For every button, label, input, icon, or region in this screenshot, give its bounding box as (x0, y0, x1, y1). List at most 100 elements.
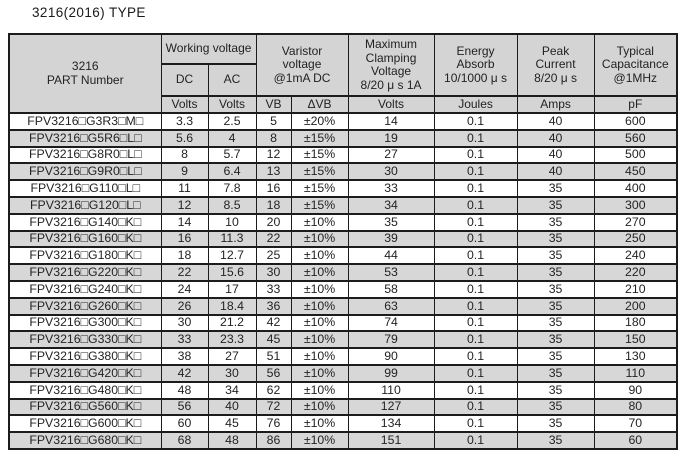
cell-part: FPV3216□G300□K□ (8, 313, 162, 333)
cell-dc: 8 (160, 145, 209, 165)
cell-part: FPV3216□G220□K□ (8, 263, 162, 282)
cell-vb: 25 (255, 246, 292, 266)
cell-part: FPV3216□G420□K□ (8, 363, 162, 383)
header-varistor-voltage: Varistor voltage @1mA DC (255, 33, 349, 97)
cell-peak: 40 (516, 162, 595, 182)
cell-dvb: ±10% (290, 246, 349, 266)
cell-ac: 48 (207, 431, 257, 450)
header-row-units: Volts Volts VB ΔVB Volts Joules Amps pF (9, 95, 678, 114)
cell-cap: 60 (593, 431, 678, 450)
cell-cap: 110 (593, 363, 678, 383)
header-row-subcolumns: DC AC (9, 63, 677, 97)
cell-dvb: ±10% (290, 414, 349, 434)
cell-part: FPV3216□G560□K□ (8, 397, 162, 417)
cell-part: FPV3216□G380□K□ (8, 347, 162, 366)
cell-part: FPV3216□G8R0□L□ (8, 145, 162, 165)
cell-energy: 0.1 (433, 112, 518, 131)
unit-peak-amps: Amps (516, 95, 595, 114)
cell-ac: 11.3 (207, 229, 257, 249)
cell-dvb: ±10% (290, 229, 349, 249)
cell-clamp: 33 (347, 179, 435, 198)
table-row: FPV3216□G380□K□ 38 27 51 ±10% 90 0.1 35 130 (8, 347, 678, 366)
cell-peak: 40 (516, 112, 595, 131)
cell-energy: 0.1 (433, 431, 518, 450)
cell-clamp: 99 (347, 363, 435, 383)
cell-peak: 35 (516, 195, 595, 215)
cell-dc: 16 (160, 229, 209, 249)
header-part-number: 3216 PART Number (8, 33, 162, 114)
table-row: FPV3216□G240□K□ 24 17 33 ±10% 58 0.1 35 210 (8, 279, 678, 299)
cell-cap: 300 (593, 195, 678, 215)
cell-vb: 36 (255, 296, 292, 316)
cell-dvb: ±10% (290, 296, 349, 316)
cell-vb: 56 (255, 363, 292, 383)
cell-cap: 500 (593, 145, 678, 165)
cell-peak: 35 (516, 212, 595, 232)
cell-dvb: ±15% (290, 128, 349, 148)
cell-peak: 35 (516, 263, 595, 282)
cell-ac: 21.2 (207, 313, 257, 333)
cell-part: FPV3216□G180□K□ (8, 246, 162, 266)
table-row: FPV3216□G8R0□L□ 8 5.7 12 ±15% 27 0.1 40 500 (8, 145, 678, 165)
cell-vb: 22 (255, 229, 292, 249)
cell-dvb: ±15% (290, 162, 349, 182)
header-typical-capacitance: Typical Capacitance @1MHz (593, 33, 678, 97)
cell-vb: 16 (255, 179, 292, 198)
cell-cap: 80 (593, 397, 678, 417)
cell-part: FPV3216□G330□K□ (8, 330, 162, 350)
cell-ac: 8.5 (207, 195, 257, 215)
cell-ac: 6.4 (207, 162, 257, 182)
cell-vb: 45 (255, 330, 292, 350)
cell-clamp: 151 (347, 431, 435, 450)
cell-ac: 40 (207, 397, 257, 417)
cell-clamp: 14 (347, 112, 435, 131)
cell-dvb: ±15% (290, 179, 349, 198)
cell-dvb: ±15% (290, 195, 349, 215)
table-row: FPV3216□G220□K□ 22 15.6 30 ±10% 53 0.1 35 220 (8, 263, 678, 282)
cell-energy: 0.1 (433, 128, 518, 148)
cell-clamp: 110 (347, 380, 435, 400)
cell-dc: 22 (160, 263, 209, 282)
cell-clamp: 19 (347, 128, 435, 148)
cell-cap: 180 (593, 313, 678, 333)
cell-ac: 23.3 (207, 330, 257, 350)
cell-peak: 35 (516, 397, 595, 417)
table-row: FPV3216□G480□K□ 48 34 62 ±10% 110 0.1 35 90 (8, 380, 678, 400)
cell-dvb: ±10% (290, 380, 349, 400)
cell-energy: 0.1 (433, 347, 518, 366)
unit-clamping-volts: Volts (347, 95, 435, 114)
cell-clamp: 34 (347, 195, 435, 215)
cell-clamp: 63 (347, 296, 435, 316)
cell-part: FPV3216□G680□K□ (8, 431, 162, 450)
cell-dc: 33 (160, 330, 209, 350)
cell-energy: 0.1 (433, 380, 518, 400)
cell-dc: 11 (160, 179, 209, 198)
cell-dc: 68 (160, 431, 209, 450)
cell-cap: 130 (593, 347, 678, 366)
cell-energy: 0.1 (433, 397, 518, 417)
unit-delta-vb: ΔVB (290, 95, 349, 114)
cell-dc: 24 (160, 279, 209, 299)
header-max-clamping-voltage: Maximum Clamping Voltage 8/20 μ s 1A (347, 33, 435, 97)
cell-energy: 0.1 (433, 179, 518, 198)
cell-peak: 35 (516, 363, 595, 383)
cell-dc: 26 (160, 296, 209, 316)
cell-cap: 220 (593, 263, 678, 282)
header-energy-absorb: Energy Absorb 10/1000 μ s (433, 33, 518, 97)
cell-dvb: ±10% (290, 363, 349, 383)
cell-dc: 38 (160, 347, 209, 366)
cell-clamp: 90 (347, 347, 435, 366)
cell-dvb: ±20% (290, 112, 349, 131)
cell-part: FPV3216□G3R3□M□ (8, 112, 162, 131)
header-working-voltage: Working voltage (160, 33, 257, 65)
cell-energy: 0.1 (433, 313, 518, 333)
cell-cap: 600 (593, 112, 678, 131)
cell-vb: 76 (255, 414, 292, 434)
cell-part: FPV3216□G160□K□ (8, 229, 162, 249)
cell-energy: 0.1 (433, 229, 518, 249)
cell-part: FPV3216□G110□L□ (8, 179, 162, 198)
cell-cap: 270 (593, 212, 678, 232)
table-row: FPV3216□G3R3□M□ 3.3 2.5 5 ±20% 14 0.1 40 600 (8, 112, 678, 131)
cell-vb: 8 (255, 128, 292, 148)
cell-clamp: 30 (347, 162, 435, 182)
